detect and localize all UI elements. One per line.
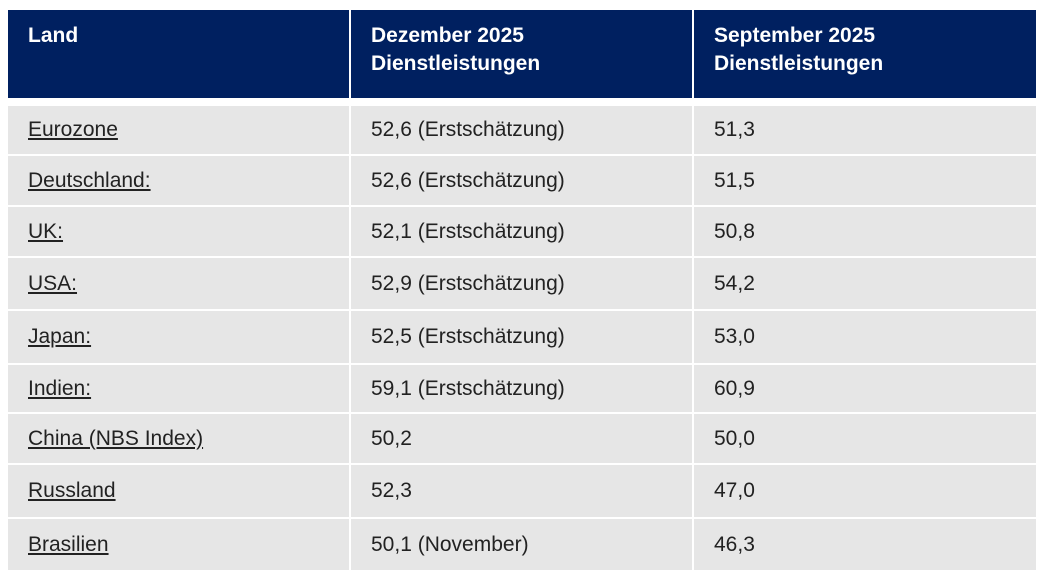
table-cell: Brasilien [8, 519, 349, 570]
header-cell: Land [8, 10, 349, 98]
table-cell: 51,3 [694, 106, 1036, 154]
table-cell: UK: [8, 207, 349, 256]
header-text: September 2025 [714, 24, 876, 47]
cell-text: 52,9 (Erstschätzung) [371, 271, 565, 295]
cell-text: 59,1 (Erstschätzung) [371, 376, 565, 400]
cell-text: 51,5 [714, 168, 755, 192]
cell-text: 47,0 [714, 479, 755, 502]
country-link[interactable]: Deutschland: [28, 168, 151, 192]
table-cell: Russland [8, 465, 349, 517]
cell-text: 52,6 (Erstschätzung) [371, 118, 565, 141]
table-cell: 47,0 [694, 465, 1036, 517]
table-cell: 59,1 (Erstschätzung) [351, 365, 692, 412]
table-cell: USA: [8, 258, 349, 309]
table-cell: 50,8 [694, 207, 1036, 256]
table-cell: 50,2 [351, 414, 692, 463]
table-cell: 50,1 (November) [351, 519, 692, 570]
cell-text: 50,2 [371, 426, 412, 450]
header-text: Dezember 2025 [371, 24, 524, 47]
table-cell: 52,6 (Erstschätzung) [351, 156, 692, 205]
table-cell: 52,3 [351, 465, 692, 517]
cell-text: 46,3 [714, 532, 755, 556]
table-cell: Deutschland: [8, 156, 349, 205]
country-link[interactable]: Japan: [28, 325, 92, 348]
table-cell: Eurozone [8, 106, 349, 154]
cell-text: 52,1 (Erstschätzung) [371, 219, 565, 243]
country-link[interactable]: UK: [28, 219, 64, 243]
cell-text: 54,2 [714, 271, 755, 295]
header-text: Land [28, 24, 79, 47]
table-cell: 53,0 [694, 311, 1036, 363]
cell-text: 50,0 [714, 426, 755, 450]
header-text: Dienstleistungen [371, 52, 541, 75]
table-cell: 52,6 (Erstschätzung) [351, 106, 692, 154]
country-link[interactable]: Brasilien [28, 532, 109, 556]
cell-text: 51,3 [714, 118, 755, 141]
header-cell: September 2025 Dienstleistungen [694, 10, 1036, 98]
country-link[interactable]: USA: [28, 271, 78, 295]
table-cell: 52,5 (Erstschätzung) [351, 311, 692, 363]
cell-text: 52,6 (Erstschätzung) [371, 168, 565, 192]
table-cell: 60,9 [694, 365, 1036, 412]
cell-text: 52,3 [371, 479, 412, 502]
country-link[interactable]: Russland [28, 479, 116, 502]
table-cell: China (NBS Index) [8, 414, 349, 463]
header-cell: Dezember 2025 Dienstleistungen [351, 10, 692, 98]
table-cell: 52,1 (Erstschätzung) [351, 207, 692, 256]
table-cell: 51,5 [694, 156, 1036, 205]
table-cell: 50,0 [694, 414, 1036, 463]
table-cell: 54,2 [694, 258, 1036, 309]
table-cell: 46,3 [694, 519, 1036, 570]
cell-text: 53,0 [714, 325, 755, 348]
cell-text: 60,9 [714, 376, 755, 400]
cell-text: 50,1 (November) [371, 532, 529, 556]
table-cell: Japan: [8, 311, 349, 363]
country-link[interactable]: Indien: [28, 376, 92, 400]
table-cell: 52,9 (Erstschätzung) [351, 258, 692, 309]
country-link[interactable]: Eurozone [28, 118, 118, 141]
header-text: Dienstleistungen [714, 52, 884, 75]
cell-text: 52,5 (Erstschätzung) [371, 325, 565, 348]
table-cell: Indien: [8, 365, 349, 412]
cell-text: 50,8 [714, 219, 755, 243]
country-link[interactable]: China (NBS Index) [28, 426, 204, 450]
